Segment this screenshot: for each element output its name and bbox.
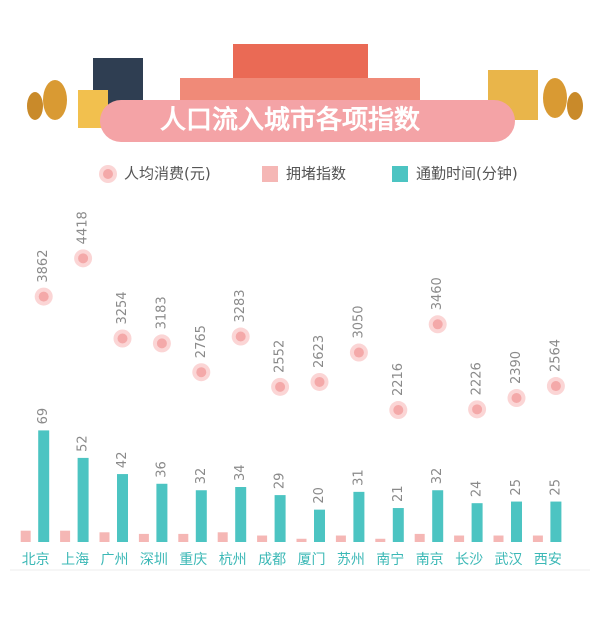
bar — [60, 530, 71, 542]
bar — [274, 495, 286, 542]
x-tick-label: 武汉 — [495, 552, 523, 568]
dot — [78, 253, 89, 264]
x-tick-label: 上海 — [61, 552, 89, 568]
bar — [314, 509, 325, 542]
bar — [156, 483, 168, 542]
dot — [156, 338, 167, 349]
dot — [235, 331, 246, 342]
bar — [77, 457, 89, 542]
legend-label: 通勤时间(分钟) — [416, 165, 518, 183]
x-tick-label: 广州 — [101, 552, 129, 568]
value-label: 3254 — [115, 291, 130, 324]
bar — [375, 538, 386, 542]
bar — [532, 535, 543, 542]
dot — [38, 291, 49, 302]
value-label: 2564 — [548, 339, 563, 372]
bar — [38, 430, 50, 542]
bar — [454, 535, 465, 542]
bar — [117, 474, 128, 542]
bar — [432, 490, 444, 542]
value-label: 2623 — [312, 335, 327, 368]
dot — [353, 347, 364, 358]
bar — [353, 491, 365, 542]
value-label: 21 — [391, 485, 406, 502]
x-tick-label: 南京 — [416, 552, 444, 568]
bar — [257, 535, 268, 542]
x-tick-label: 杭州 — [219, 552, 247, 568]
x-tick-label: 成都 — [258, 552, 286, 568]
bar — [217, 532, 228, 542]
x-tick-label: 北京 — [22, 552, 50, 568]
dot — [117, 333, 128, 344]
x-tick-label: 厦门 — [298, 552, 326, 568]
bar — [392, 508, 404, 542]
value-label: 36 — [154, 461, 169, 478]
bar — [296, 538, 307, 542]
value-label: 32 — [194, 468, 209, 485]
dot — [550, 381, 561, 392]
x-tick-label: 西安 — [534, 552, 562, 568]
bar — [493, 535, 504, 542]
value-label: 25 — [509, 479, 524, 496]
bar — [471, 503, 483, 542]
bar — [99, 532, 110, 542]
bar — [335, 535, 346, 542]
bar — [138, 533, 149, 542]
value-label: 31 — [351, 469, 366, 486]
value-label: 3460 — [430, 277, 445, 310]
value-label: 2226 — [470, 362, 485, 395]
bar — [550, 501, 562, 542]
value-label: 4418 — [76, 211, 91, 244]
value-label: 52 — [76, 435, 91, 452]
bar — [235, 487, 247, 542]
value-label: 24 — [470, 481, 485, 498]
dot — [511, 393, 522, 404]
dot — [393, 405, 404, 416]
value-label: 3862 — [36, 250, 51, 283]
value-label: 25 — [548, 479, 563, 496]
dot — [196, 367, 207, 378]
x-tick-label: 长沙 — [455, 552, 483, 568]
bar — [414, 533, 425, 542]
legend-swatch — [392, 166, 408, 182]
dot — [314, 376, 325, 387]
x-tick-label: 重庆 — [179, 552, 207, 568]
value-label: 29 — [273, 473, 288, 490]
legend-label: 拥堵指数 — [286, 165, 346, 183]
x-tick-label: 深圳 — [140, 552, 168, 568]
dot — [472, 404, 483, 415]
value-label: 42 — [115, 452, 130, 469]
bar — [511, 501, 522, 542]
value-label: 2216 — [391, 363, 406, 396]
value-label: 34 — [233, 464, 248, 481]
bar — [20, 530, 31, 542]
value-label: 3183 — [154, 296, 169, 329]
value-label: 3050 — [351, 305, 366, 338]
chart-title: 人口流入城市各项指数 — [160, 105, 421, 136]
dot — [275, 381, 286, 392]
bar — [178, 533, 189, 542]
value-label: 2765 — [194, 325, 209, 358]
value-label: 20 — [312, 487, 327, 504]
value-label: 3283 — [233, 289, 248, 322]
value-label: 32 — [430, 468, 445, 485]
x-tick-label: 南宁 — [376, 551, 404, 568]
value-label: 2390 — [509, 351, 524, 384]
dot — [432, 319, 443, 330]
legend-swatch — [262, 166, 278, 182]
value-label: 2552 — [273, 340, 288, 373]
x-tick-label: 苏州 — [337, 552, 365, 568]
legend-label: 人均消费(元) — [124, 165, 211, 183]
value-label: 69 — [36, 408, 51, 425]
legend-swatch — [103, 169, 113, 179]
bar — [195, 490, 207, 542]
decoration — [27, 44, 583, 142]
